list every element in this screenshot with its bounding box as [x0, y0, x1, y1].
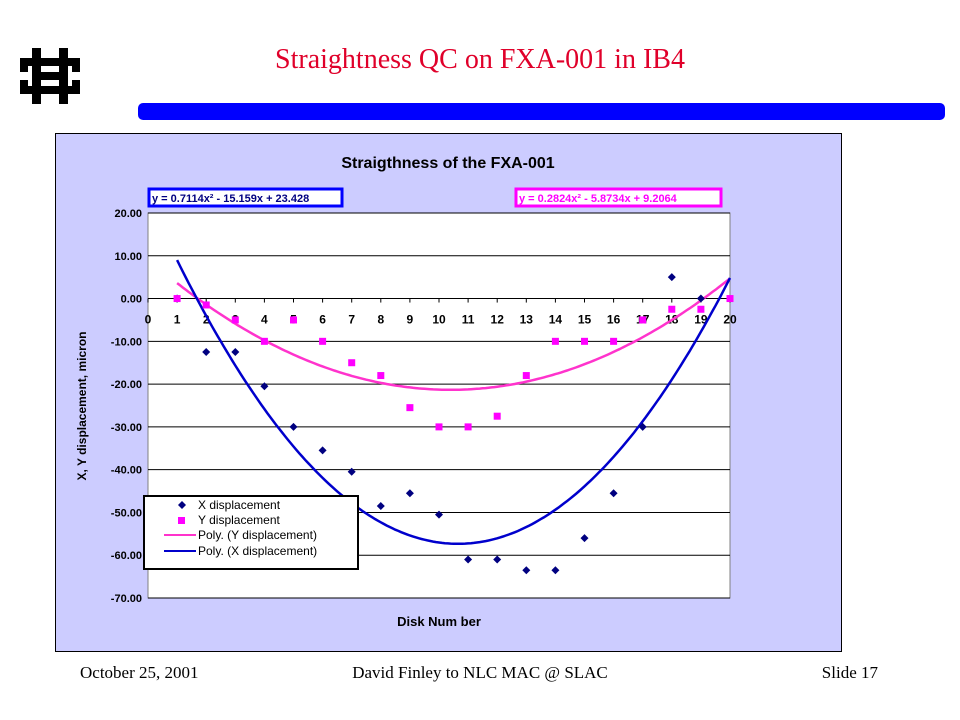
chart: Straigthness of the FXA-001 20.00 10.00 0.… — [75, 155, 737, 629]
x-displacement-point — [580, 534, 589, 543]
x-tick-label: 11 — [462, 313, 475, 327]
x-displacement-point — [347, 467, 356, 476]
x-tick-label: 20 — [723, 313, 737, 327]
legend-y-label: Y displacement — [198, 513, 280, 527]
x-tick-label: 0 — [145, 313, 152, 327]
y-fit-equation: y = 0.2824x² - 5.8734x + 9.2064 — [519, 193, 678, 205]
x-tick-label: 16 — [607, 313, 621, 327]
x-displacement-point — [551, 566, 560, 575]
y-displacement-point — [319, 337, 327, 345]
x-displacement-point — [667, 273, 676, 282]
legend-x-label: X displacement — [198, 498, 281, 512]
x-axis-title: Disk Num ber — [397, 614, 481, 629]
x-displacement-point — [376, 502, 385, 511]
x-tick-label: 15 — [578, 313, 592, 327]
y-tick-label: -50.00 — [111, 507, 142, 519]
legend: X displacement Y displacement Poly. (Y d… — [143, 495, 359, 570]
y-displacement-point — [231, 316, 239, 324]
x-displacement-point — [202, 348, 211, 357]
x-displacement-point — [289, 422, 298, 431]
y-tick-label: -10.00 — [111, 336, 142, 348]
y-displacement-point — [435, 423, 443, 431]
legend-box — [143, 495, 359, 570]
x-displacement-point — [405, 489, 414, 498]
y-displacement-point — [260, 337, 268, 345]
chart-area: Straigthness of the FXA-001 20.00 10.00 0.… — [55, 133, 842, 652]
y-tick-label: -40.00 — [111, 465, 142, 477]
x-axis: 01234567891011121314151617181920 — [145, 298, 737, 327]
y-tick-label: 20.00 — [114, 208, 142, 220]
y-displacement-point — [551, 337, 559, 345]
y-tick-labels: 20.00 10.00 0.00 -10.00 -20.00 -30.00 -40.00 -5… — [111, 208, 142, 605]
y-displacement-point — [377, 372, 385, 380]
y-tick-label: -70.00 — [111, 593, 142, 605]
x-tick-label: 12 — [491, 313, 505, 327]
x-tick-label: 14 — [549, 313, 563, 327]
y-displacement-point — [668, 305, 676, 313]
x-tick-label: 8 — [377, 313, 384, 327]
x-tick-label: 1 — [174, 313, 181, 327]
x-fit-curve — [175, 259, 732, 546]
x-displacement-point — [522, 566, 531, 575]
y-axis-title-group: X, Y displacement, micron — [75, 332, 89, 481]
x-tick-label: 13 — [520, 313, 534, 327]
y-axis-title: X, Y displacement, micron — [75, 332, 89, 481]
y-tick-label: -30.00 — [111, 422, 142, 434]
title-underline-bar — [138, 103, 945, 120]
y-displacement-point — [639, 316, 647, 324]
y-displacement-point — [348, 359, 356, 367]
x-displacement-point — [609, 489, 618, 498]
footer-presenter: David Finley to NLC MAC @ SLAC — [352, 663, 608, 682]
x-displacement-point — [260, 382, 269, 391]
x-displacement-point — [318, 446, 327, 455]
y-displacement-point — [581, 337, 588, 345]
fermilab-logo-icon — [20, 48, 80, 104]
data-points — [173, 273, 734, 575]
legend-y-fit-label: Poly. (Y displacement) — [198, 528, 317, 542]
y-displacement-point — [406, 404, 414, 412]
y-fit-curve — [176, 277, 731, 392]
trend-curves — [175, 259, 732, 546]
x-displacement-point — [231, 348, 240, 357]
y-displacement-point — [464, 423, 472, 431]
slide-title: Straightness QC on FXA-001 in IB4 — [275, 44, 685, 75]
y-displacement-point — [610, 337, 618, 345]
footer-slide-number: Slide 17 — [821, 663, 878, 682]
x-tick-label: 4 — [261, 313, 268, 327]
x-displacement-point — [493, 555, 502, 564]
x-tick-label: 10 — [432, 313, 446, 327]
y-displacement-point — [290, 316, 297, 324]
x-tick-label: 7 — [348, 313, 355, 327]
x-fit-equation-box — [147, 187, 344, 208]
y-tick-label: -20.00 — [111, 379, 142, 391]
y-displacement-point — [493, 412, 501, 420]
y-displacement-point — [202, 301, 210, 309]
x-displacement-point — [638, 422, 647, 431]
y-tick-label: 0.00 — [121, 294, 142, 306]
y-fit-equation-box — [514, 187, 723, 208]
x-displacement-point — [464, 555, 473, 564]
x-displacement-point — [696, 294, 705, 303]
legend-x-marker — [178, 501, 186, 509]
y-displacement-point — [173, 295, 181, 303]
x-tick-label: 6 — [319, 313, 326, 327]
legend-x-fit-label: Poly. (X displacement) — [198, 544, 317, 558]
y-displacement-point — [726, 295, 734, 303]
x-fit-equation: y = 0.7114x² - 15.159x + 23.428 — [152, 193, 309, 205]
y-tick-label: -60.00 — [111, 550, 142, 562]
x-tick-label: 9 — [407, 313, 414, 327]
x-tick-label: 2 — [203, 313, 210, 327]
legend-y-marker — [178, 517, 185, 524]
y-tick-label: 10.00 — [114, 251, 142, 263]
footer-date: October 25, 2001 — [80, 663, 199, 682]
y-displacement-point — [522, 372, 530, 380]
chart-title: Straigthness of the FXA-001 — [341, 155, 554, 172]
y-displacement-point — [697, 305, 705, 313]
x-displacement-point — [435, 510, 443, 519]
